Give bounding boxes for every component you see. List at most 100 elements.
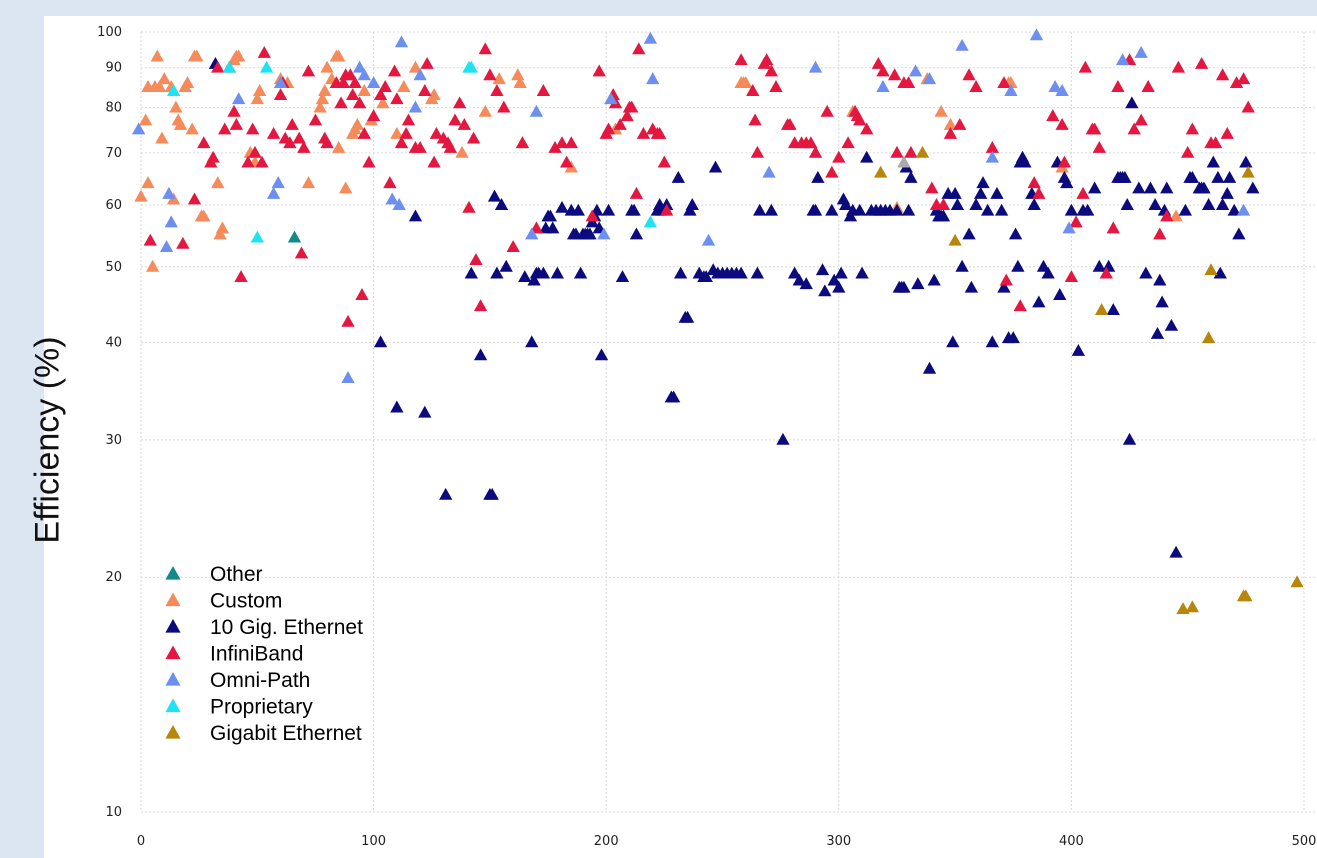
point-infiniband [1208, 136, 1223, 149]
point-infiniband [241, 155, 255, 168]
point-infiniband [348, 76, 362, 88]
point-infiniband [245, 122, 260, 135]
point-custom [152, 80, 167, 92]
point-custom [141, 176, 155, 189]
point-infiniband [373, 88, 388, 101]
point-infiniband [901, 76, 916, 88]
point-infiniband [227, 104, 241, 117]
point-gigabit-ethernet [1185, 600, 1200, 613]
point-custom [301, 176, 316, 189]
legend-label-omni-path: Omni-Path [210, 669, 310, 692]
point-unlabeled [897, 155, 911, 168]
point-infiniband [176, 236, 190, 249]
point-proprietary [464, 60, 478, 73]
point-10-gig-ethernet [1220, 186, 1234, 199]
point-proprietary [643, 215, 658, 228]
point-custom [318, 84, 332, 96]
point-custom [180, 76, 195, 88]
point-custom [173, 117, 188, 130]
point-infiniband [229, 117, 244, 130]
point-infiniband [457, 117, 471, 130]
point-infiniband [429, 126, 444, 139]
point-10-gig-ethernet [1064, 203, 1079, 216]
point-infiniband [453, 96, 467, 109]
point-omni-path [1062, 221, 1076, 234]
point-infiniband [285, 117, 299, 130]
point-gigabit-ethernet [874, 165, 888, 178]
point-10-gig-ethernet [699, 270, 713, 283]
point-10-gig-ethernet [594, 348, 609, 361]
point-custom [390, 126, 404, 139]
point-10-gig-ethernet [543, 209, 558, 222]
point-infiniband [620, 109, 634, 122]
point-10-gig-ethernet [811, 170, 825, 183]
point-infiniband [876, 64, 890, 77]
point-custom [150, 49, 164, 62]
point-10-gig-ethernet [985, 335, 999, 348]
point-10-gig-ethernet [969, 198, 983, 210]
data-points [132, 28, 1304, 615]
point-infiniband [1099, 266, 1113, 279]
point-omni-path [955, 38, 969, 51]
point-infiniband [555, 136, 569, 149]
point-custom [213, 227, 227, 240]
point-10-gig-ethernet [550, 266, 565, 279]
point-10-gig-ethernet [390, 400, 404, 413]
point-10-gig-ethernet [1211, 170, 1225, 183]
point-custom [139, 113, 153, 126]
point-custom [211, 176, 225, 189]
point-infiniband [1092, 141, 1106, 153]
point-infiniband [636, 126, 651, 139]
y-tick-label: 80 [105, 101, 122, 116]
point-infiniband [387, 64, 402, 77]
point-10-gig-ethernet [1143, 181, 1158, 194]
point-infiniband [218, 122, 232, 135]
point-infiniband [357, 126, 371, 139]
point-infiniband [366, 109, 381, 122]
point-infiniband [355, 288, 369, 300]
point-omni-path [1055, 84, 1069, 96]
point-10-gig-ethernet [1148, 198, 1162, 210]
point-infiniband [506, 240, 520, 252]
point-10-gig-ethernet [994, 203, 1009, 216]
point-10-gig-ethernet [1215, 198, 1230, 210]
point-infiniband [1106, 221, 1120, 234]
point-infiniband [808, 145, 823, 158]
point-omni-path [1236, 203, 1251, 216]
point-10-gig-ethernet [1088, 181, 1102, 194]
legend-marker-custom [165, 592, 181, 607]
point-10-gig-ethernet [546, 221, 560, 234]
point-omni-path [366, 76, 381, 88]
y-tick-label: 100 [97, 25, 122, 40]
point-infiniband [401, 113, 416, 126]
point-infiniband [832, 150, 846, 163]
point-infiniband [1185, 122, 1200, 135]
point-gigabit-ethernet [1201, 331, 1216, 344]
point-infiniband [320, 136, 334, 149]
y-tick-label: 40 [105, 335, 122, 350]
point-10-gig-ethernet [750, 266, 765, 279]
point-custom [315, 92, 330, 105]
x-tick-label: 200 [594, 834, 619, 849]
point-gigabit-ethernet [915, 145, 930, 158]
point-infiniband [187, 192, 202, 205]
point-infiniband [592, 64, 606, 77]
point-omni-path [876, 80, 890, 92]
point-infiniband [887, 68, 902, 81]
point-custom [339, 181, 353, 194]
point-infiniband [1229, 76, 1244, 88]
legend-label-custom: Custom [210, 590, 282, 613]
point-infiniband [1057, 155, 1072, 168]
point-infiniband [653, 126, 667, 139]
point-infiniband [860, 122, 874, 135]
point-omni-path [908, 64, 923, 77]
y-tick-label: 90 [105, 61, 122, 76]
point-infiniband [1160, 209, 1174, 222]
point-omni-path [341, 371, 355, 383]
point-10-gig-ethernet [734, 266, 748, 279]
chart-area: 10 20 30 40 50 60 70 80 90 100 0 100 200 300 400 500 O… [44, 16, 1317, 858]
point-10-gig-ethernet [1178, 203, 1193, 216]
point-10-gig-ethernet [1053, 288, 1067, 300]
point-infiniband [390, 92, 404, 105]
point-infiniband [448, 113, 462, 126]
